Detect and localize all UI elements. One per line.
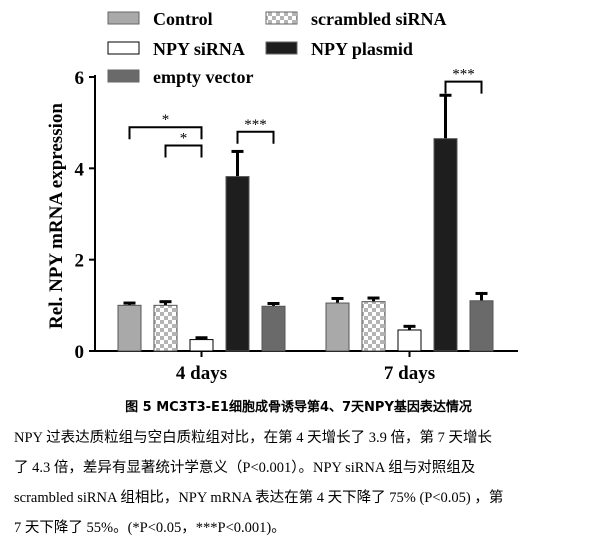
bars [117,93,494,352]
legend-swatch [107,41,140,55]
body-line: NPY 过表达质粒组与空白质粒组对比，在第 4 天增长了 3.9 倍，第 7 天… [14,430,492,446]
legend: Control scrambled siRNA NPY siRNA NPY plasm… [107,9,447,87]
body-line: 7 天下降了 55%。(*P<0.05，***P<0.001)。 [14,520,286,536]
bar [397,329,422,352]
y-tick-label: 4 [75,159,85,180]
legend-swatch [265,11,298,25]
bar [225,176,250,352]
significance-label: *** [244,117,267,133]
legend-swatch [265,41,298,55]
significance-label: *** [452,67,475,83]
bar [261,305,286,352]
x-tick-label: 4 days [176,363,227,384]
legend-label: NPY plasmid [311,39,413,59]
bar [117,304,142,352]
figure-caption: 图 5 MC3T3-E1细胞成骨诱导第4、7天NPY基因表达情况 [125,400,472,415]
significance-bracket [444,80,483,94]
significance-bracket [164,144,203,158]
bar [325,302,350,352]
significance-bracket [128,126,203,140]
bar [361,301,386,352]
legend-label: scrambled siRNA [311,9,447,29]
y-axis-label: Rel. NPY mRNA expression [46,103,67,329]
legend-label: NPY siRNA [153,39,245,59]
x-tick-label: 7 days [384,363,435,384]
bar-chart: Control scrambled siRNA NPY siRNA NPY plasm… [46,9,518,384]
axes: 0 2 4 6 Rel. NPY mRNA expression 4 days 7 days [46,68,518,384]
y-tick-label: 0 [75,342,85,363]
significance-label: * [180,131,188,147]
body-line: 了 4.3 倍，差异有显著统计学意义（P<0.001）。NPY siRNA 组与… [14,460,476,476]
y-tick-label: 2 [75,251,85,272]
bar [189,339,214,352]
body-text: NPY 过表达质粒组与空白质粒组对比，在第 4 天增长了 3.9 倍，第 7 天… [14,423,588,543]
y-tick-label: 6 [75,68,85,89]
significance-bracket [236,130,275,144]
body-line: scrambled siRNA 组相比，NPY mRNA 表达在第 4 天下降了… [14,490,504,506]
legend-label: Control [153,9,213,29]
bar [469,300,494,352]
significance-annotations: ******** [128,67,483,158]
legend-label: empty vector [153,67,253,87]
bar [153,304,178,352]
significance-label: * [162,112,170,128]
legend-swatch [107,11,140,25]
bar [433,138,458,352]
legend-swatch [107,69,140,83]
